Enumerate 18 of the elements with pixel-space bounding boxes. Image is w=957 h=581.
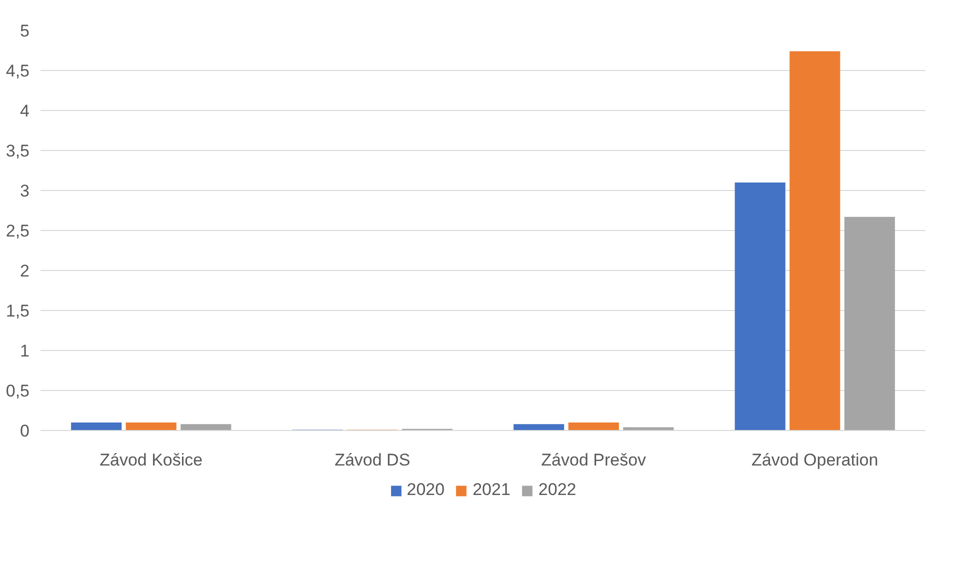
y-tick-label: 0,5 — [6, 382, 30, 400]
y-tick-label: 4,5 — [6, 62, 30, 80]
legend-label: 2020 — [406, 480, 445, 500]
y-tick-label: 2,5 — [6, 222, 30, 240]
y-tick-label: 1 — [20, 342, 30, 360]
y-tick-label: 3 — [20, 182, 30, 200]
y-tick-label: 3,5 — [6, 142, 30, 160]
x-tick-label: Závod Operation — [752, 450, 878, 470]
legend-label: 2021 — [472, 480, 510, 500]
y-tick-label: 0 — [20, 422, 30, 440]
legend-label: 2022 — [538, 480, 576, 500]
x-tick-label: Závod Prešov — [541, 450, 647, 470]
x-tick-label: Závod Košice — [100, 450, 203, 470]
y-tick-label: 5 — [20, 22, 30, 40]
y-tick-label: 2 — [20, 262, 30, 280]
y-tick-label: 4 — [20, 102, 30, 120]
x-tick-label: Závod DS — [334, 450, 410, 470]
y-tick-label: 1,5 — [6, 302, 30, 320]
